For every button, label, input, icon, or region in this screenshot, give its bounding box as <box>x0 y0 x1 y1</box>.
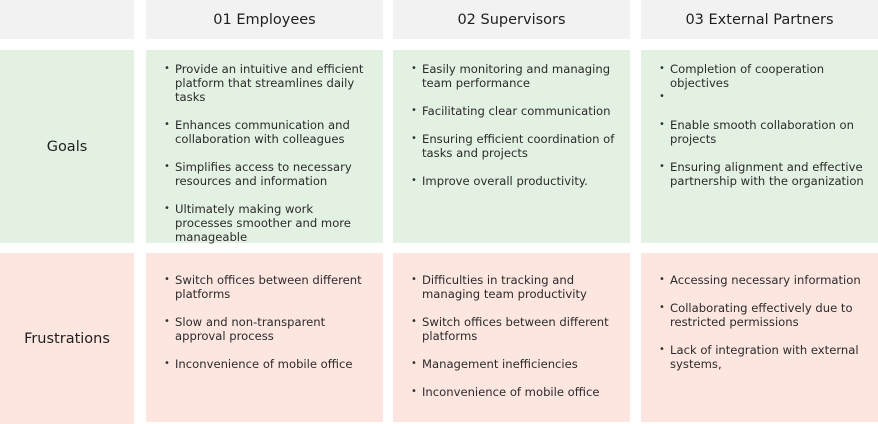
column-header-supervisors: 02 Supervisors <box>393 0 630 39</box>
column-header-employees: 01 Employees <box>146 0 383 39</box>
list-item: Switch offices between different platfor… <box>164 273 373 301</box>
frustrations-supervisors-list: Difficulties in tracking and managing te… <box>393 253 630 399</box>
frustrations-external-partners-cell: Accessing necessary information Collabor… <box>641 253 878 422</box>
list-item: Collaborating effectively due to restric… <box>659 301 868 329</box>
frustrations-employees-list: Switch offices between different platfor… <box>146 253 383 371</box>
list-item: Ensuring efficient coordination of tasks… <box>411 132 620 160</box>
list-item: Accessing necessary information <box>659 273 868 287</box>
list-item: Lack of integration with external system… <box>659 343 868 371</box>
frustrations-external-partners-list: Accessing necessary information Collabor… <box>641 253 878 371</box>
list-item: Slow and non-transparent approval proces… <box>164 315 373 343</box>
list-item: Improve overall productivity. <box>411 174 620 188</box>
frustrations-employees-cell: Switch offices between different platfor… <box>146 253 383 422</box>
list-item: Inconvenience of mobile office <box>164 357 373 371</box>
list-item: Completion of cooperation objectives <box>659 62 868 90</box>
list-item: Easily monitoring and managing team perf… <box>411 62 620 90</box>
list-item: Difficulties in tracking and managing te… <box>411 273 620 301</box>
list-item: Ensuring alignment and effective partner… <box>659 160 868 188</box>
column-header-external-partners: 03 External Partners <box>641 0 878 39</box>
list-item: Inconvenience of mobile office <box>411 385 620 399</box>
goals-supervisors-cell: Easily monitoring and managing team perf… <box>393 50 630 243</box>
goals-employees-list: Provide an intuitive and efficient platf… <box>146 50 383 244</box>
frustrations-supervisors-cell: Difficulties in tracking and managing te… <box>393 253 630 422</box>
row-label-frustrations: Frustrations <box>0 253 134 424</box>
goals-external-partners-cell: Completion of cooperation objectives Ena… <box>641 50 878 243</box>
corner-cell <box>0 0 134 39</box>
list-item: Facilitating clear communication <box>411 104 620 118</box>
list-item: Management inefficiencies <box>411 357 620 371</box>
row-label-goals: Goals <box>0 50 134 243</box>
goals-employees-cell: Provide an intuitive and efficient platf… <box>146 50 383 244</box>
list-item: Enhances communication and collaboration… <box>164 118 373 146</box>
goals-external-partners-list: Completion of cooperation objectives Ena… <box>641 50 878 188</box>
list-item: Simplifies access to necessary resources… <box>164 160 373 188</box>
list-item: Switch offices between different platfor… <box>411 315 620 343</box>
goals-supervisors-list: Easily monitoring and managing team perf… <box>393 50 630 188</box>
list-item: Provide an intuitive and efficient platf… <box>164 62 373 104</box>
list-item: Ultimately making work processes smoothe… <box>164 202 373 244</box>
empty-list-item <box>659 90 868 104</box>
list-item: Enable smooth collaboration on projects <box>659 118 868 146</box>
